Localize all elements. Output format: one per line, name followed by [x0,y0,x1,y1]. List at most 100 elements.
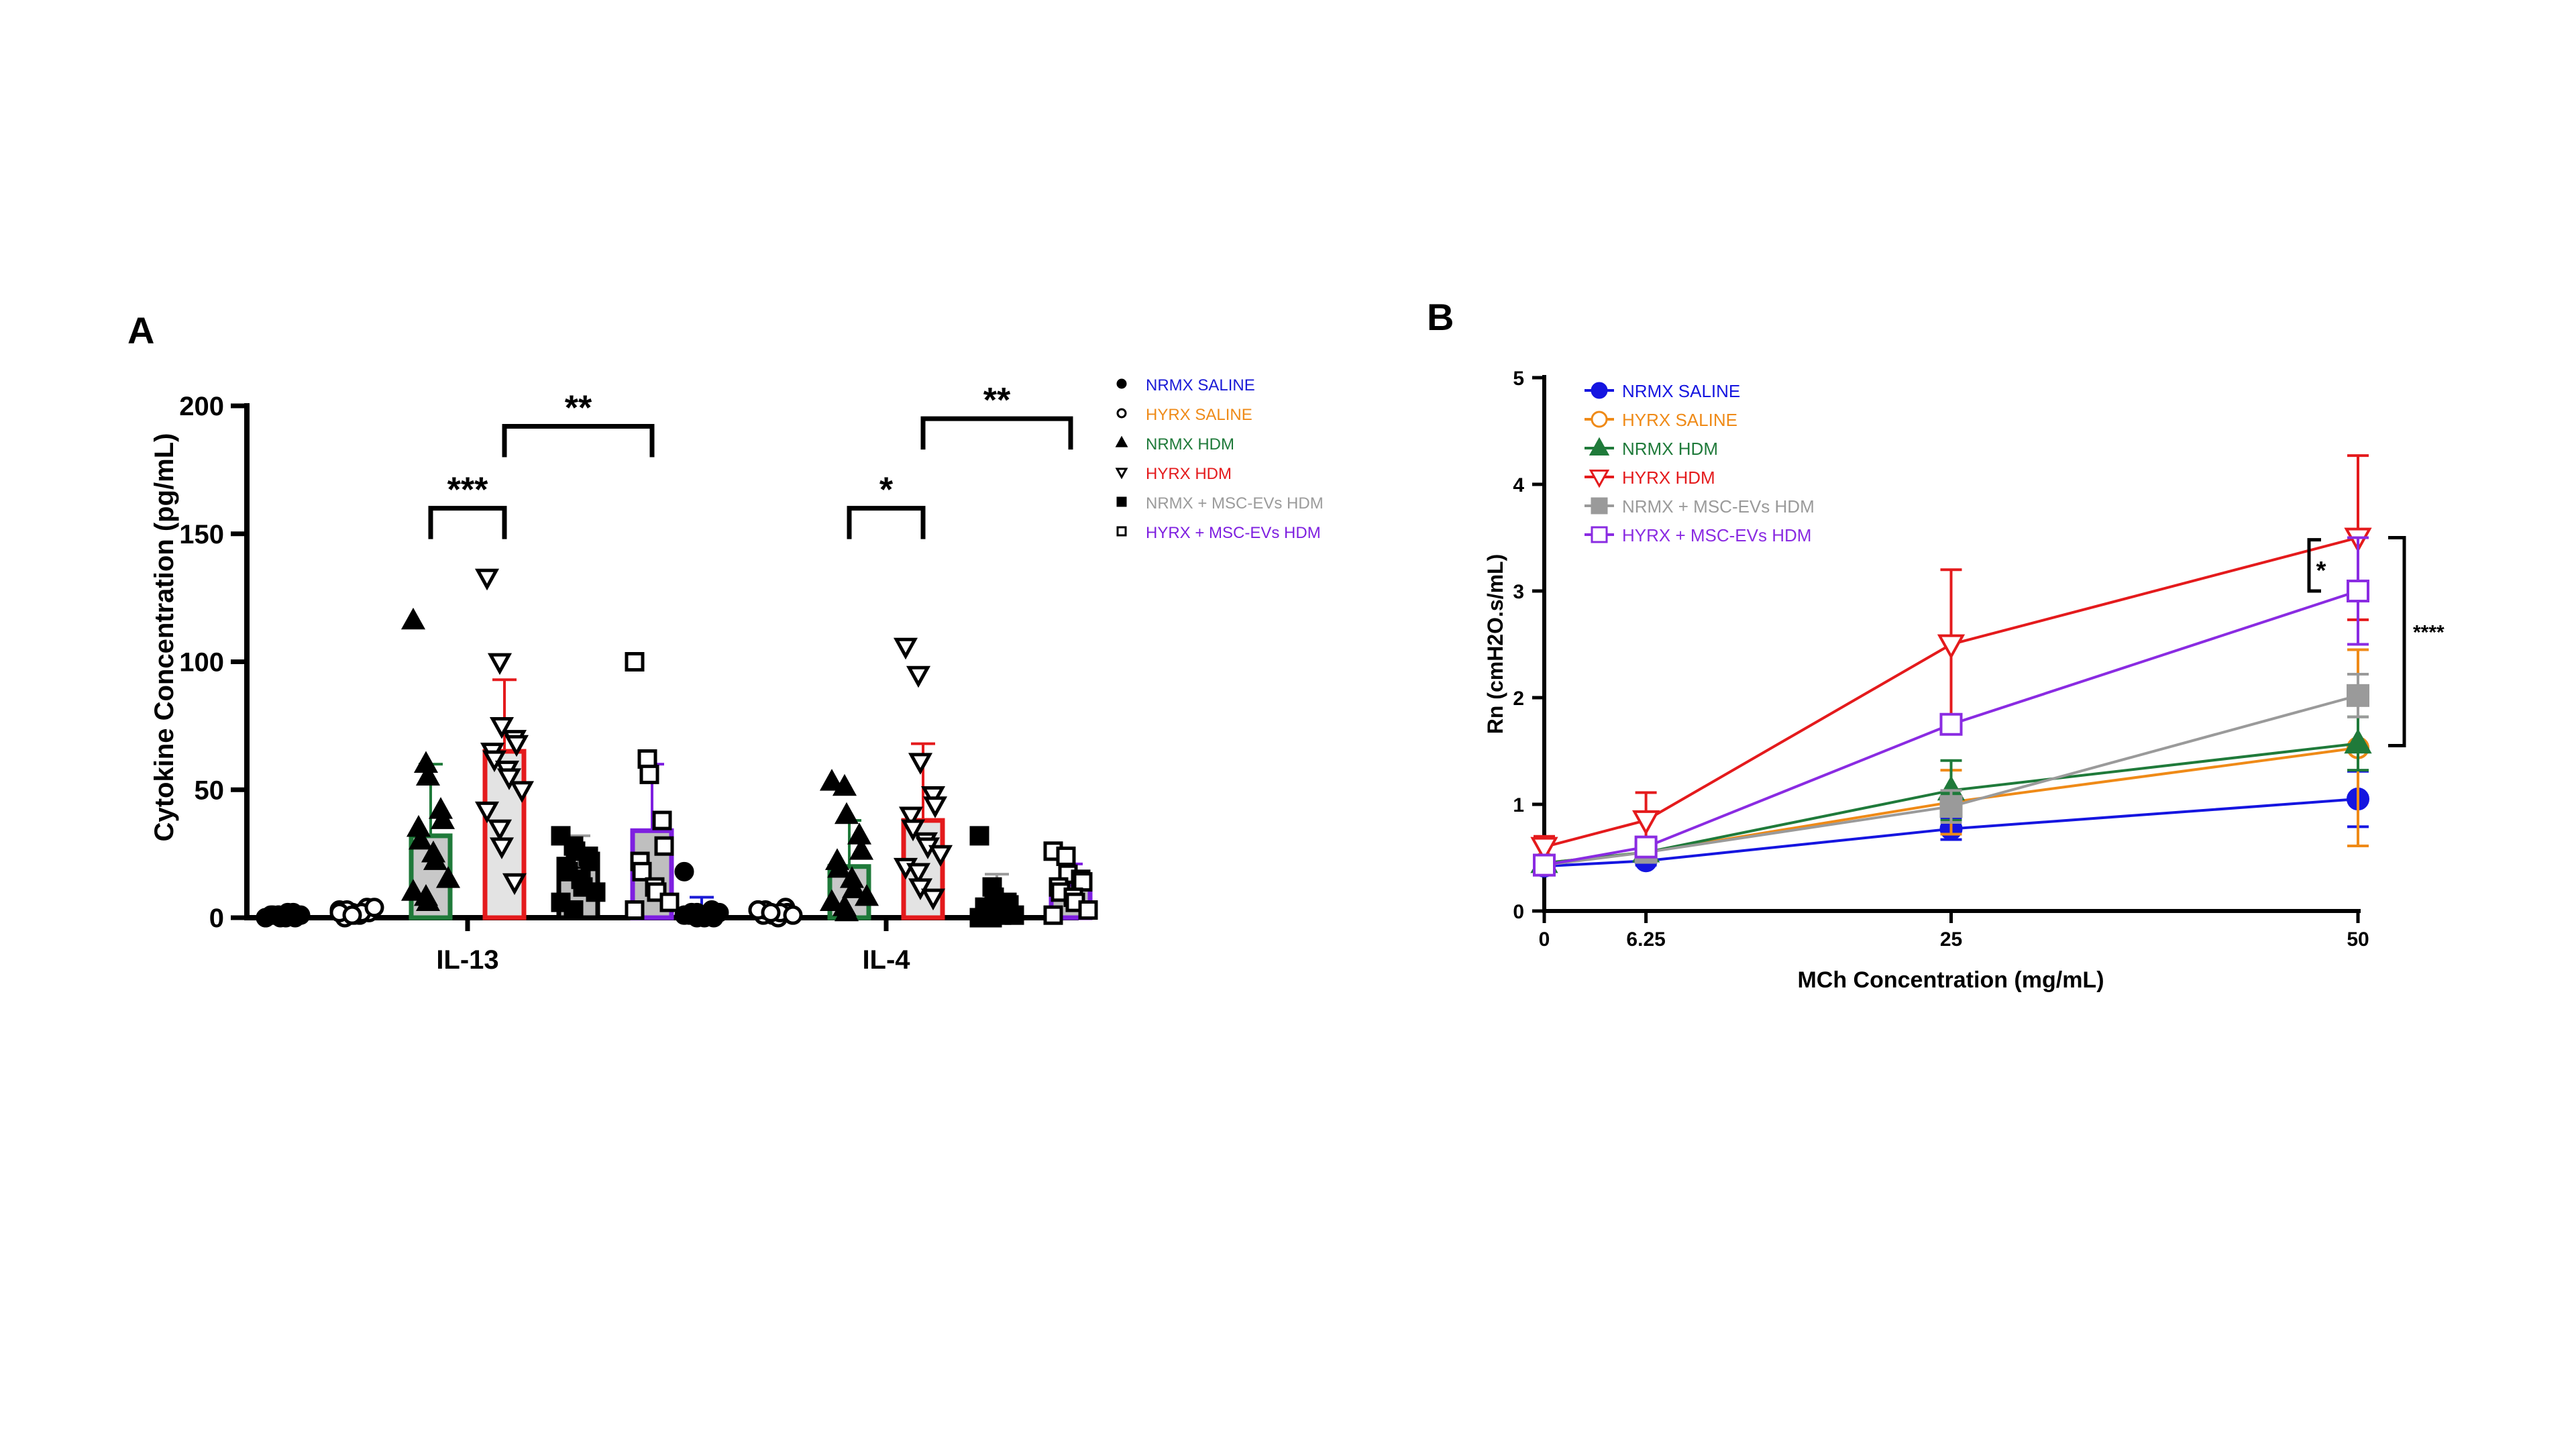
data-point [1939,712,1963,736]
bracket-line [920,416,1073,450]
y-tick-label: 2 [1513,688,1524,710]
data-point [2344,729,2372,754]
series-group [1530,454,2372,862]
data-point [415,763,441,786]
data-point [826,855,852,878]
y-tick-label: 200 [179,392,224,421]
legend-marker [1591,382,1608,399]
y-tick-label: 50 [195,775,225,805]
y-tick-label: 3 [1513,581,1524,603]
data-point [435,866,461,888]
significance-bracket: * [2307,538,2326,593]
data-point [408,827,433,850]
series-group [1533,536,2369,877]
legend-marker [1591,526,1608,543]
legend-label: NRMX SALINE [1146,376,1255,394]
legend-item: NRMX + MSC-EVs HDM [1585,496,1815,517]
significance-label: **** [2413,622,2445,644]
data-point [400,607,426,630]
data-point [502,873,527,896]
data-point [400,879,426,901]
legend-marker [1116,496,1127,507]
data-point [496,768,522,790]
series-line [1544,590,2359,867]
data-point [908,878,933,900]
data-point [639,764,659,784]
data-point [2347,684,2369,707]
x-tick-label: IL-13 [436,945,498,975]
legend-item: HYRX HDM [1115,465,1232,483]
significance-label: *** [447,471,488,510]
significance-label: ** [983,381,1011,420]
x-tick-label: IL-4 [862,945,910,975]
data-point [819,769,845,791]
data-point [1631,810,1660,836]
legend-marker [1116,408,1127,419]
data-point [268,905,288,925]
data-point [290,905,311,925]
data-point [1004,905,1024,925]
data-point [474,801,500,824]
data-point [564,900,584,920]
panel-b-letter: B [1427,296,1454,338]
data-point [783,905,803,925]
data-point [709,902,729,922]
data-point [1939,795,1963,818]
data-point [1937,634,1966,659]
legend-marker [1591,411,1608,428]
data-point [474,568,500,591]
legend-label: NRMX SALINE [1622,381,1740,401]
legend-item: HYRX SALINE [1585,410,1737,430]
data-point [625,900,645,920]
data-point [423,848,448,870]
significance-bracket: ** [502,389,655,458]
legend-label: HYRX SALINE [1622,410,1737,430]
data-point [969,826,989,846]
x-tick-label: 50 [2347,928,2369,951]
panel-b-y-axis-label: Rn (cmH2O.s/mL) [1483,554,1507,734]
data-point [761,902,781,922]
data-point [687,908,707,928]
data-point [819,889,845,911]
x-tick-label: 25 [1940,928,1962,951]
data-point [906,863,931,885]
bracket-line [428,506,507,539]
significance-label: * [2316,557,2326,585]
legend-marker [1591,497,1608,515]
legend-marker [1115,468,1128,480]
data-point [920,888,946,911]
data-point [504,735,529,757]
bracket-line [502,424,655,458]
data-point [482,750,507,773]
panel-b-x-axis-label: MCh Concentration (mg/mL) [1797,967,2104,993]
series-line [1544,694,2359,867]
significance-label: * [879,471,894,510]
panel-b-chart: B Rn (cmH2O.s/mL) MCh Concentration (mg/… [1427,296,2445,993]
legend-label: HYRX HDM [1146,465,1232,483]
legend-marker [1589,470,1610,488]
legend-item: NRMX SALINE [1116,376,1255,394]
data-point [509,781,535,803]
data-point [489,837,515,859]
legend-label: HYRX + MSC-EVs HDM [1146,524,1321,542]
y-tick-label: 100 [179,648,224,678]
data-point [849,838,874,860]
data-point [430,807,455,829]
data-point [854,883,879,906]
legend-marker [1116,526,1127,537]
y-tick-label: 150 [179,520,224,549]
data-point [1533,853,1556,877]
data-point [982,908,1002,928]
legend-label: HYRX + MSC-EVs HDM [1622,525,1811,545]
data-point [906,665,931,688]
data-point [2347,580,2369,602]
data-point [1634,835,1658,859]
x-tick-label: 6.25 [1626,928,1665,951]
panel-a-chart: A Cytokine Concentration (pg/mL) 0 50 100 1… [127,309,1324,975]
panel-a-letter: A [127,309,154,352]
bracket-line [2307,538,2321,593]
data-point [841,876,867,898]
panel-a-y-axis-label: Cytokine Concentration (pg/mL) [150,433,179,842]
data-point [489,717,515,739]
